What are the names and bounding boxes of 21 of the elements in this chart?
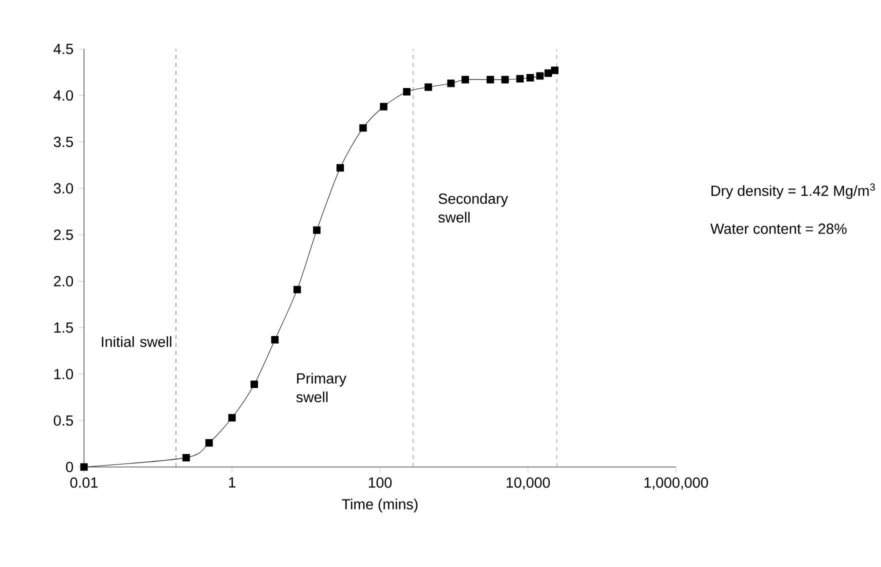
- x-tick-label: 10,000: [506, 477, 550, 490]
- y-tick-label: 0.5: [54, 415, 73, 426]
- y-tick-label: 3.0: [54, 183, 74, 194]
- y-tick-label: 2.5: [54, 230, 73, 240]
- y-tick-label: 1.5: [54, 322, 73, 333]
- y-tick-label: 1.0: [54, 368, 74, 380]
- x-tick-label: 1,000,000: [644, 477, 708, 490]
- y-tick-label: 4.0: [54, 90, 74, 101]
- text: Dry density = 1.42 Mg/m$^{3}$: [712, 183, 875, 199]
- y-tick-label: 0: [66, 462, 74, 472]
- y-tick-label: 2.0: [54, 276, 74, 286]
- x-tick-label: 0.01: [70, 477, 98, 488]
- x-tick-label: 100: [368, 477, 392, 488]
- y-tick-label: 3.5: [54, 136, 73, 148]
- annotation: Initial swell: [102, 336, 172, 347]
- x-axis-title: Time (mins): [342, 498, 418, 512]
- y-tick-label: 4.5: [54, 44, 73, 54]
- annotation: Primary swell: [296, 372, 346, 402]
- x-tick-label: 1: [229, 477, 236, 488]
- text: Water content = 28%: [710, 224, 847, 234]
- annotation: Secondary swell: [438, 193, 508, 223]
